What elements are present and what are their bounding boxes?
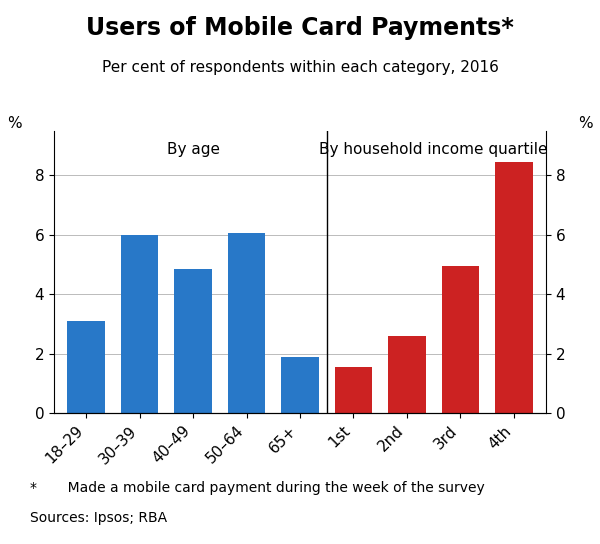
Text: Per cent of respondents within each category, 2016: Per cent of respondents within each cate… <box>101 60 499 75</box>
Text: *       Made a mobile card payment during the week of the survey: * Made a mobile card payment during the … <box>30 481 485 496</box>
Bar <box>335 367 372 413</box>
Text: %: % <box>7 115 22 131</box>
Bar <box>228 233 265 413</box>
Bar <box>495 162 533 413</box>
Bar <box>121 235 158 413</box>
Text: Sources: Ipsos; RBA: Sources: Ipsos; RBA <box>30 511 167 526</box>
Bar <box>388 336 425 413</box>
Text: %: % <box>578 115 593 131</box>
Bar <box>442 266 479 413</box>
Text: By household income quartile: By household income quartile <box>319 143 548 157</box>
Text: By age: By age <box>167 143 220 157</box>
Text: Users of Mobile Card Payments*: Users of Mobile Card Payments* <box>86 16 514 40</box>
Bar <box>175 269 212 413</box>
Bar <box>281 357 319 413</box>
Bar <box>67 321 105 413</box>
